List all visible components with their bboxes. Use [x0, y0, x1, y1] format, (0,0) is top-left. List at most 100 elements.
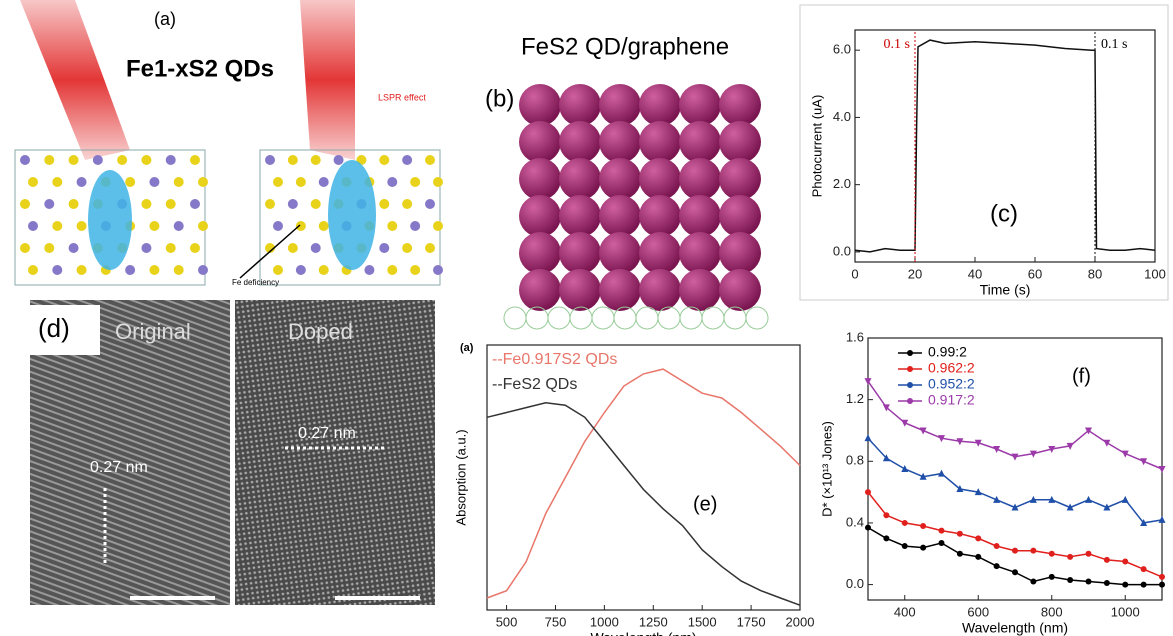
atom — [402, 243, 412, 253]
sphere — [639, 121, 681, 163]
atom — [379, 155, 389, 165]
atom — [265, 199, 275, 209]
graphene-ring — [680, 307, 702, 329]
y-tick-label: 1.2 — [846, 391, 864, 406]
point — [975, 554, 981, 560]
annotation: 0.1 s — [1101, 37, 1127, 52]
atom — [387, 265, 397, 275]
panel-title: FeS2 QD/graphene — [521, 33, 729, 60]
sphere — [719, 232, 761, 274]
atom — [117, 155, 127, 165]
point — [1122, 582, 1128, 588]
atom — [198, 177, 208, 187]
x-tick-label: 60 — [1028, 266, 1042, 281]
atom — [174, 221, 184, 231]
x-tick-label: 40 — [968, 266, 982, 281]
atom — [28, 177, 38, 187]
legend-entry: 0.917:2 — [928, 392, 975, 408]
atom — [402, 199, 412, 209]
sphere — [639, 195, 681, 237]
sphere — [639, 269, 681, 311]
atom — [166, 243, 176, 253]
atom — [141, 243, 151, 253]
sphere — [679, 195, 721, 237]
annotation: LSPR effect — [378, 92, 426, 102]
atom — [387, 221, 397, 231]
sphere — [599, 232, 641, 274]
x-axis-label: Wavelength (nm) — [962, 620, 1068, 636]
atom — [20, 199, 30, 209]
atom — [387, 177, 397, 187]
point — [975, 535, 981, 541]
y-tick-label: 0.0 — [846, 576, 864, 591]
atom — [334, 155, 344, 165]
atom — [174, 177, 184, 187]
sphere — [599, 269, 641, 311]
atom — [52, 265, 62, 275]
legend-entry: 0.962:2 — [928, 360, 975, 376]
sphere — [599, 84, 641, 126]
atom — [402, 155, 412, 165]
atom — [410, 265, 420, 275]
atom — [319, 265, 329, 275]
atom — [198, 265, 208, 275]
y-axis-label: Absorption (a.u.) — [453, 429, 468, 525]
point — [1159, 516, 1166, 523]
atom — [273, 265, 283, 275]
legend-marker — [907, 382, 913, 388]
y-axis-label: Photocurrent (uA) — [809, 95, 824, 198]
point — [1104, 557, 1110, 563]
sphere — [719, 195, 761, 237]
point — [1049, 574, 1055, 580]
point — [1104, 580, 1110, 586]
point — [1067, 577, 1073, 583]
atom — [69, 243, 79, 253]
atom — [190, 243, 200, 253]
atom — [364, 265, 374, 275]
panel-label: (e) — [693, 493, 717, 515]
point — [920, 523, 926, 529]
y-tick-label: 0.8 — [846, 453, 864, 468]
atom — [265, 155, 275, 165]
sphere — [559, 121, 601, 163]
laser-beam — [20, 0, 130, 160]
y-tick-label: 0.0 — [833, 243, 851, 258]
panel-d: (d) Original Doped 0.27 nm 0.27 nm — [30, 300, 435, 605]
atom — [425, 155, 435, 165]
page: {"figure": { "a": {"label": "(a)", "titl… — [0, 0, 1173, 636]
panel-label: (d) — [38, 313, 70, 343]
point — [902, 520, 908, 526]
sphere — [599, 158, 641, 200]
atom — [410, 177, 420, 187]
point — [1030, 579, 1036, 585]
atom — [44, 243, 54, 253]
atom — [433, 221, 443, 231]
point — [1086, 579, 1092, 585]
atom — [20, 243, 30, 253]
spacing-label: 0.27 nm — [90, 459, 148, 476]
series-line — [868, 528, 1162, 585]
point — [1085, 496, 1092, 503]
atom — [410, 221, 420, 231]
atom — [174, 265, 184, 275]
atom — [379, 243, 389, 253]
graphene-ring — [504, 307, 526, 329]
sphere — [679, 84, 721, 126]
point — [1122, 558, 1128, 564]
atom — [28, 265, 38, 275]
atom — [141, 199, 151, 209]
legend-entry: --Fe0.917S2 QDs — [492, 351, 617, 368]
sphere — [679, 121, 721, 163]
atom — [311, 155, 321, 165]
atom — [69, 155, 79, 165]
point — [1159, 466, 1166, 473]
atom — [288, 155, 298, 165]
x-tick-label: 600 — [967, 604, 989, 619]
point — [901, 465, 908, 472]
spacing-label: 0.27 nm — [298, 425, 356, 442]
atom — [166, 199, 176, 209]
graphene-ring — [548, 307, 570, 329]
sphere — [519, 121, 561, 163]
point — [1012, 454, 1019, 461]
atom — [311, 243, 321, 253]
